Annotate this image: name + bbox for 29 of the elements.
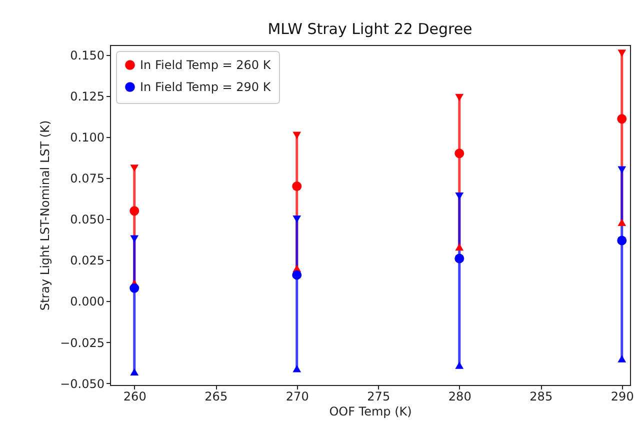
point [617,114,627,124]
point [130,206,140,216]
point [454,254,464,264]
chart-title: MLW Stray Light 22 Degree [268,20,472,38]
y-tick-label: 0.050 [70,212,104,227]
y-tick-label: 0.125 [70,89,104,104]
x-tick-label: 260 [123,390,146,404]
x-axis-title: OOF Temp (K) [329,404,412,418]
point [617,236,627,246]
y-tick-label: 0.100 [70,130,104,144]
point [292,182,302,191]
y-tick-label: −0.050 [60,376,104,391]
legend-label: In Field Temp = 260 K [140,58,272,72]
y-tick-label: 0.075 [70,172,104,186]
point [454,148,464,158]
y-tick-label: 0.025 [70,254,104,268]
y-tick-label: −0.025 [60,336,104,350]
x-tick-label: 265 [204,390,228,404]
x-tick-label: 275 [367,390,390,404]
legend-label: In Field Temp = 290 K [140,80,272,94]
point [130,283,140,293]
point [292,270,302,280]
x-tick-label: 290 [610,390,634,404]
y-tick-label: 0.150 [70,48,104,62]
x-tick-label: 270 [286,390,309,404]
y-axis-title: Stray Light LST-Nominal LST (K) [38,120,52,311]
y-tick-label: 0.000 [70,294,104,309]
x-tick-label: 285 [530,390,553,404]
x-tick-label: 280 [448,390,472,404]
